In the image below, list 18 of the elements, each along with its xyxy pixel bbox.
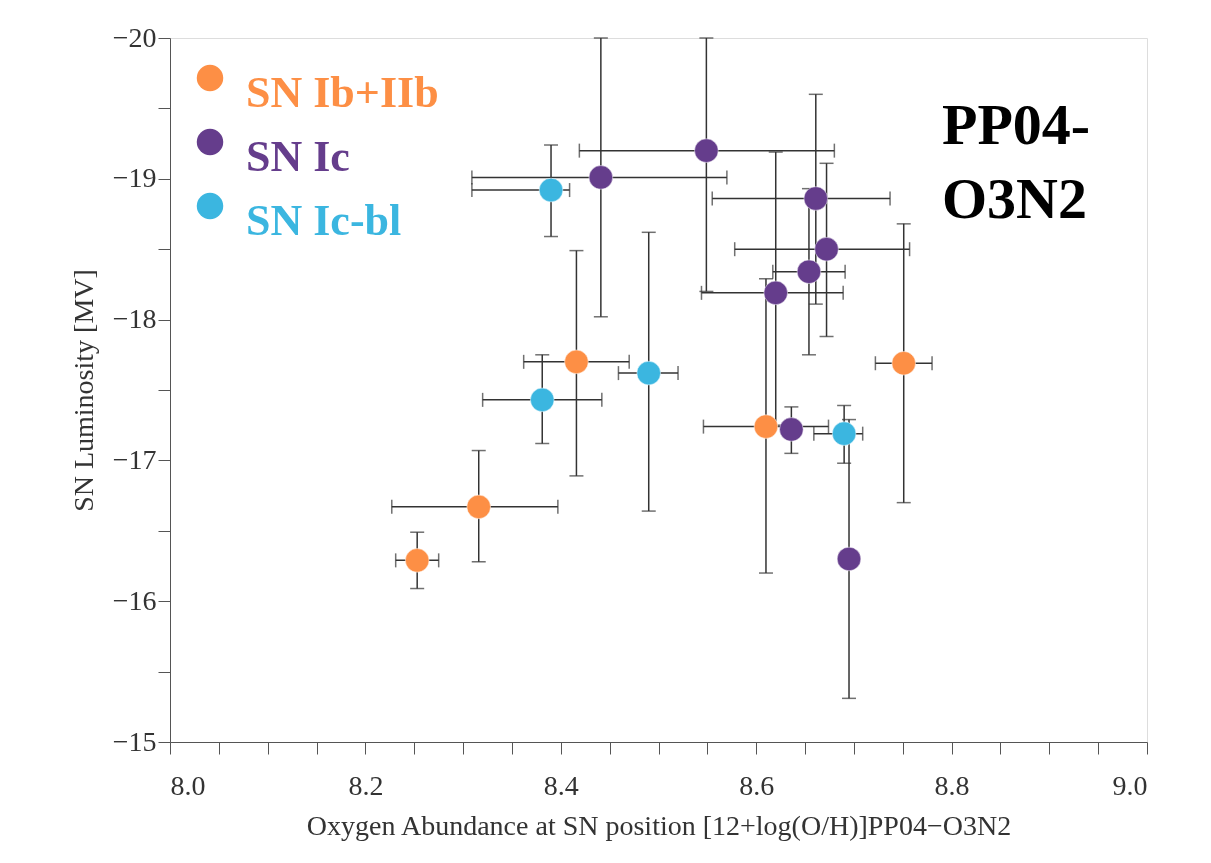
x-tick-label: 8.4 — [543, 769, 579, 801]
x-tick-label: 8.8 — [934, 769, 970, 801]
annotation: PP04- O3N2 — [942, 92, 1091, 231]
y-tick-label: −16 — [112, 584, 157, 616]
y-tick-label: −15 — [112, 725, 157, 757]
y-tick-label: −20 — [112, 21, 157, 53]
legend-label: SN Ib+IIb — [246, 68, 439, 117]
x-tick-label: 9.0 — [1112, 769, 1148, 801]
x-tick-label: 8.6 — [739, 769, 775, 801]
x-tick-label: 8.2 — [348, 769, 384, 801]
legend-label: SN Ic-bl — [246, 196, 402, 245]
y-axis-title: SN Luminosity [MV] — [67, 269, 99, 512]
y-tick-label: −17 — [112, 443, 157, 475]
y-tick-label: −18 — [112, 303, 157, 335]
x-axis-title: Oxygen Abundance at SN position [12+log(O/H)]PP04−O3N2 — [306, 809, 1012, 841]
y-tick-label: −19 — [112, 162, 157, 194]
legend-label: SN Ic — [246, 132, 350, 181]
x-tick-label: 8.0 — [170, 769, 206, 801]
